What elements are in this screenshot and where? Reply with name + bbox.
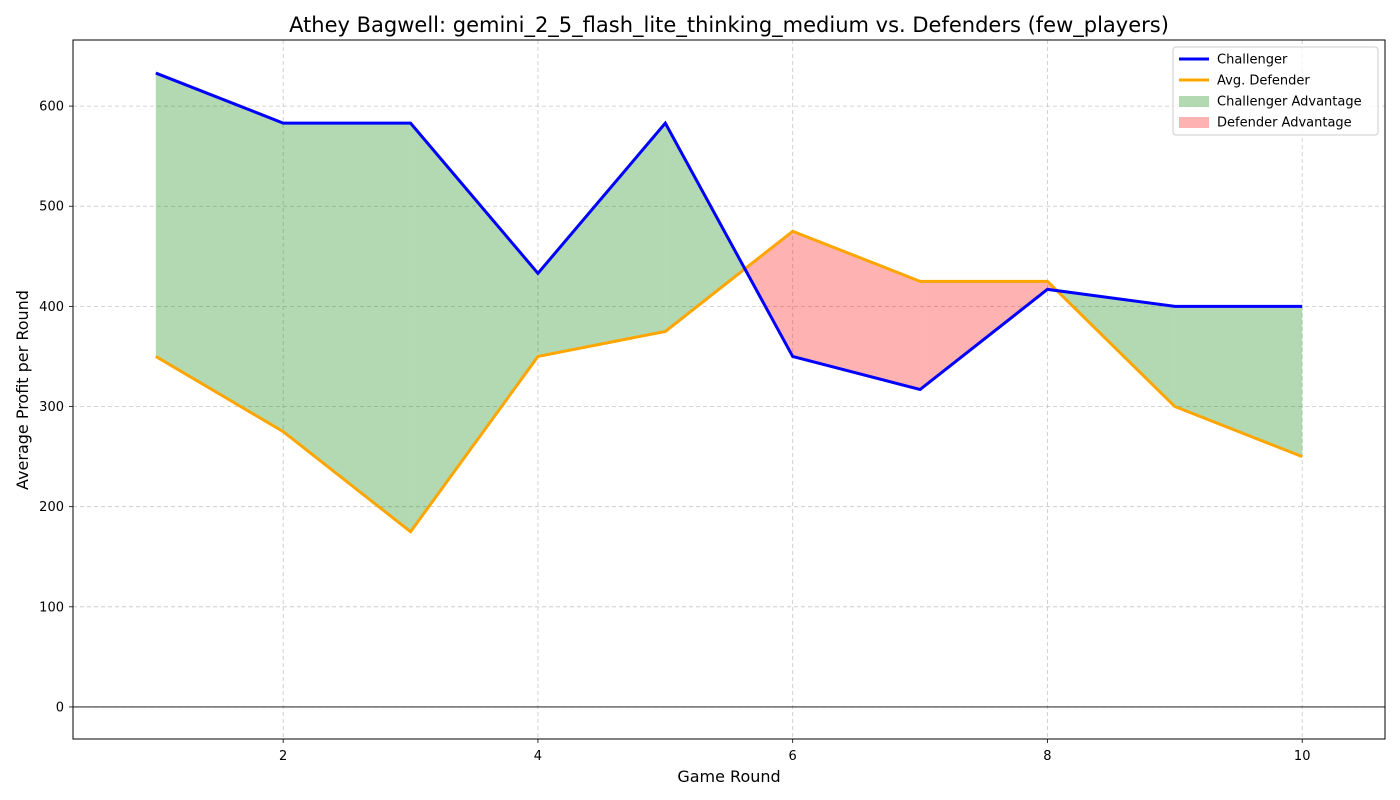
x-tick-label: 10 (1294, 749, 1311, 764)
legend-challenger-advantage-label: Challenger Advantage (1217, 95, 1362, 110)
x-tick-label: 2 (279, 749, 287, 764)
y-tick-label: 0 (56, 700, 64, 715)
y-tick-label: 600 (39, 100, 64, 115)
y-tick-label: 500 (39, 200, 64, 215)
legend-challenger-advantage-swatch (1179, 96, 1209, 107)
legend-defender-advantage-label: Defender Advantage (1217, 116, 1352, 131)
legend: Challenger Avg. Defender Challenger Advant… (1173, 47, 1378, 135)
y-tick-label: 200 (39, 500, 64, 515)
y-axis-title: Average Profit per Round (13, 290, 32, 490)
x-axis-title: Game Round (677, 767, 780, 786)
y-tick-label: 400 (39, 300, 64, 315)
y-tick-label: 100 (39, 600, 64, 615)
legend-challenger-label: Challenger (1217, 53, 1288, 68)
x-tick-label: 4 (534, 749, 542, 764)
legend-defender-label: Avg. Defender (1217, 74, 1310, 89)
x-tick-label: 6 (789, 749, 797, 764)
y-tick-label: 300 (39, 400, 64, 415)
legend-defender-advantage-swatch (1179, 117, 1209, 128)
chart-title: Athey Bagwell: gemini_2_5_flash_lite_thi… (289, 13, 1169, 38)
x-tick-label: 8 (1043, 749, 1051, 764)
